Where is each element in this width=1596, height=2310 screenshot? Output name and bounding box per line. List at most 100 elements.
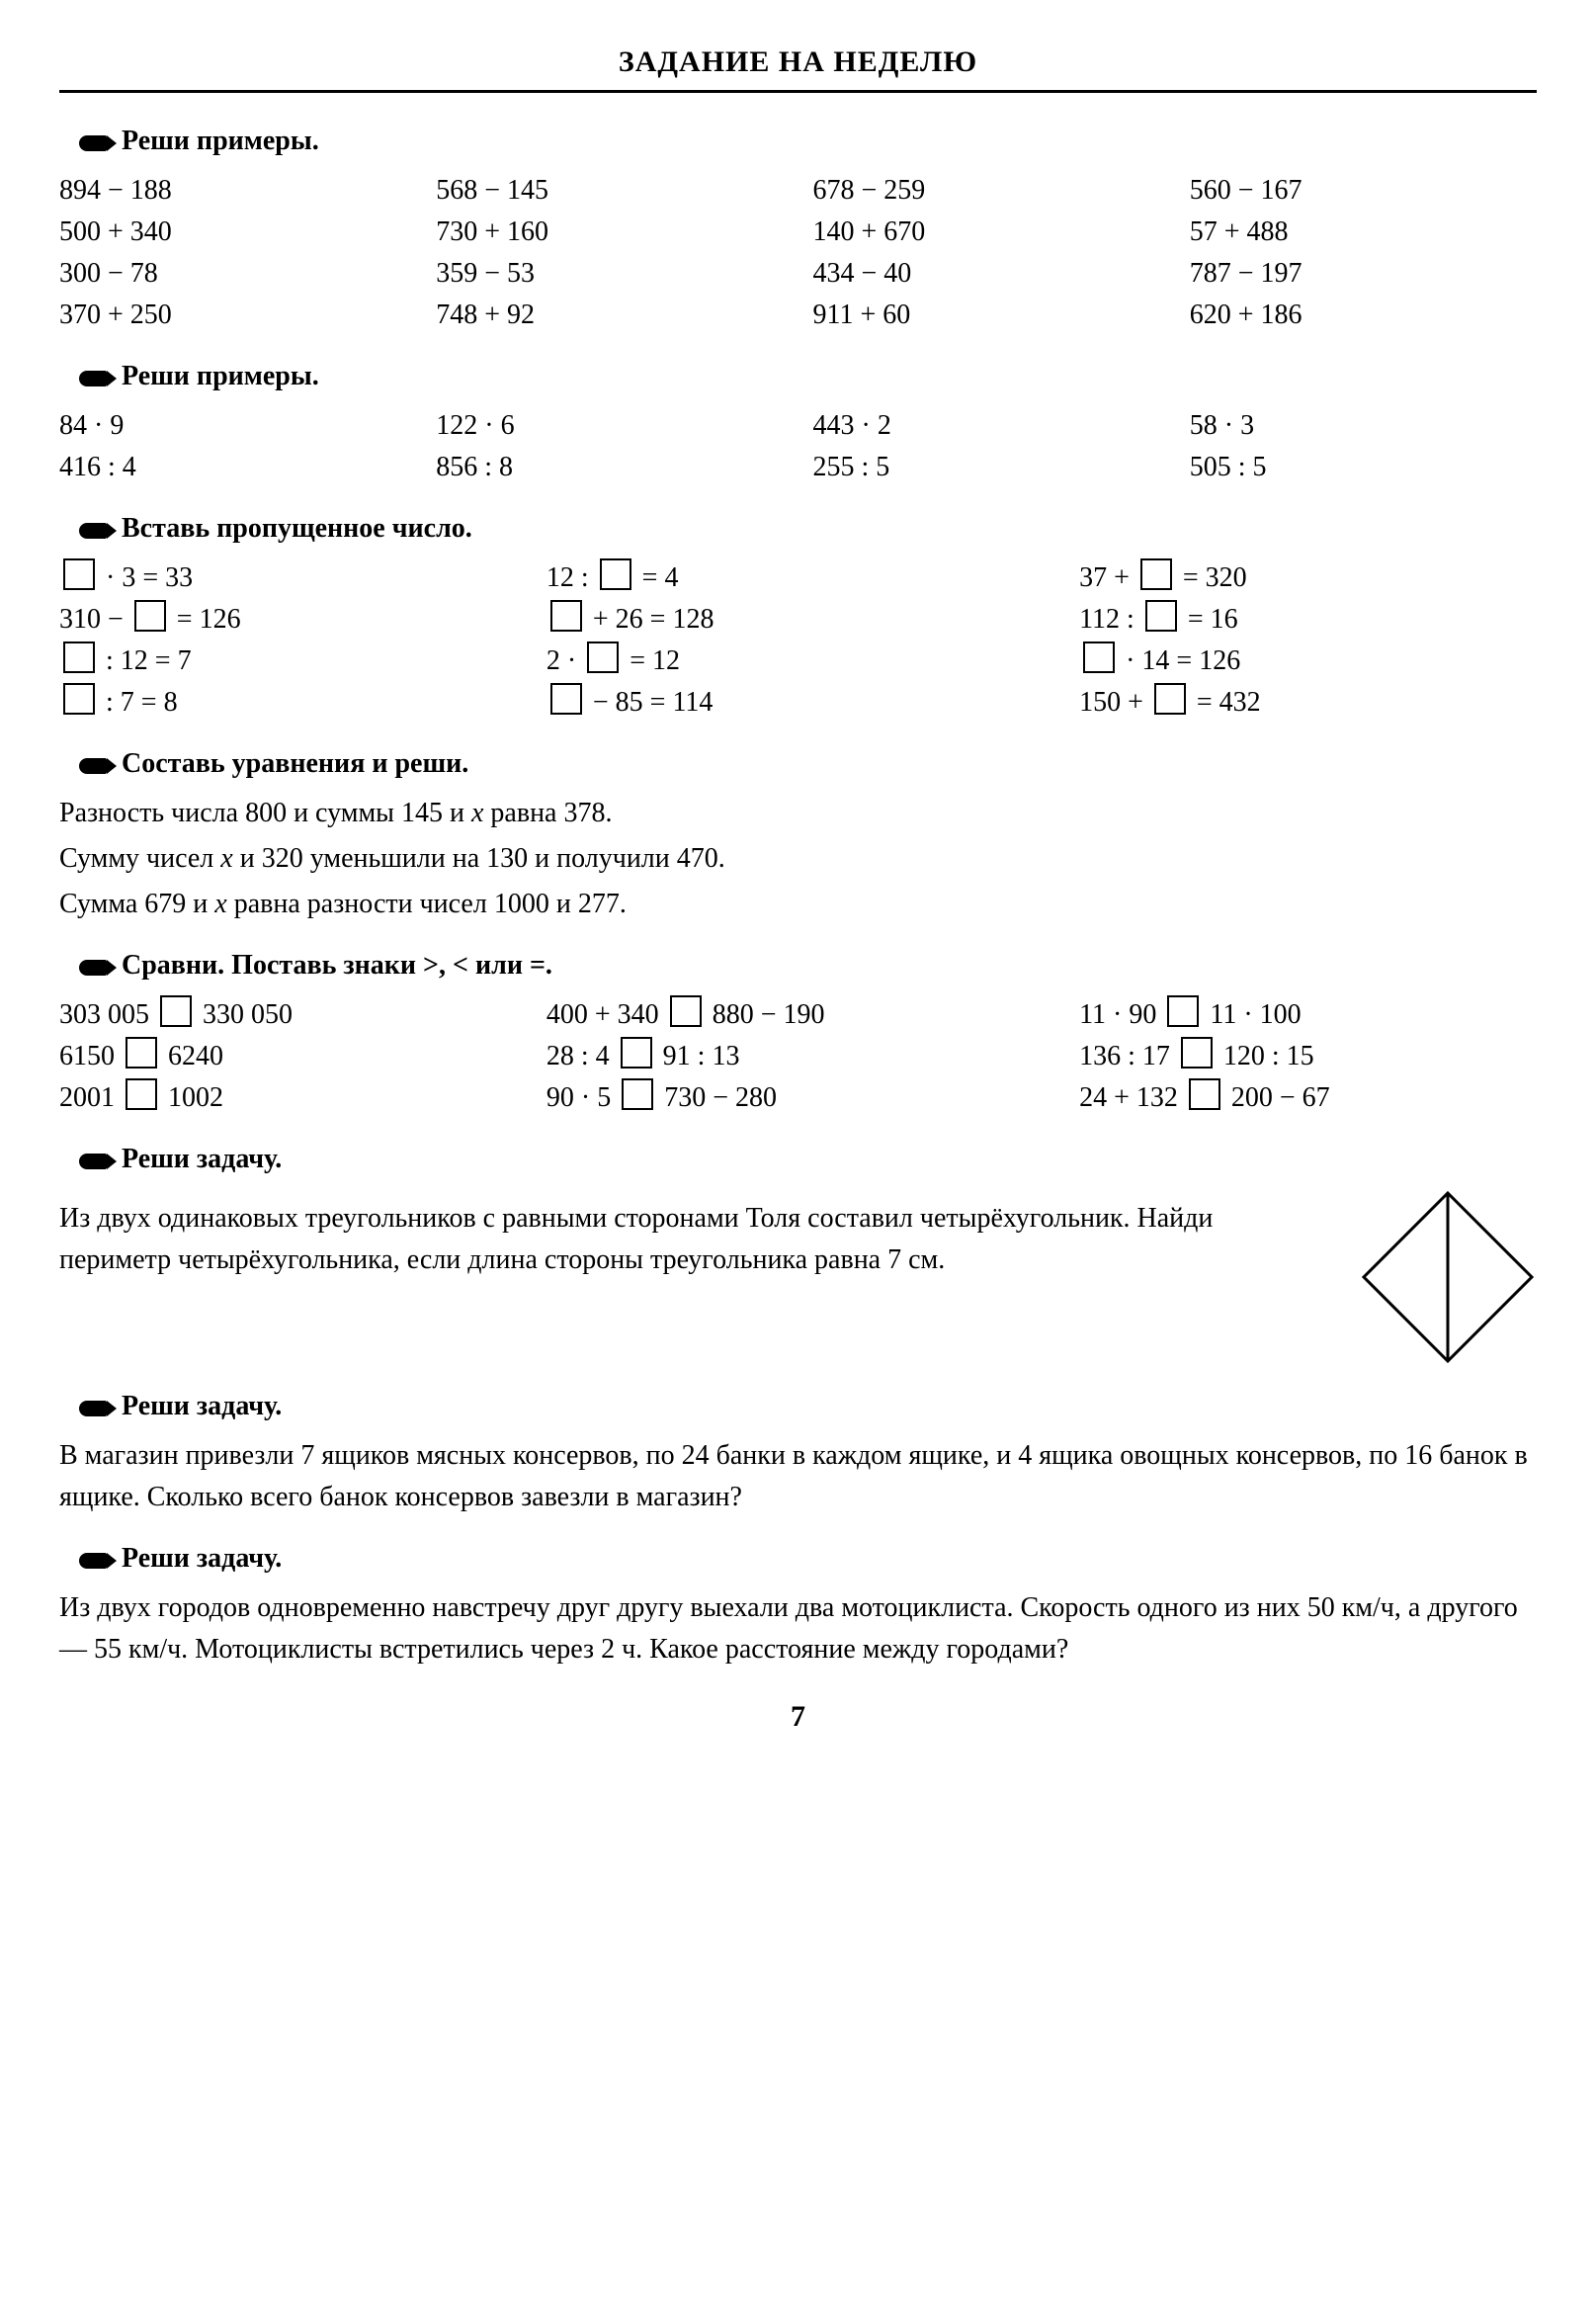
fill-blank-expression: 112 : = 16 [1079,599,1537,641]
pencil-icon [79,758,107,774]
math-expression: 568 − 145 [436,170,783,212]
fill-blank-expression: + 26 = 128 [546,599,1050,641]
equation-sentence: Сумму чисел x и 320 уменьшили на 130 и п… [59,838,1537,880]
pencil-icon [79,1154,107,1169]
section-8-head: Реши задачу. [79,1538,1537,1580]
compare-expression: 303 005 330 050 [59,994,517,1036]
math-expression: 894 − 188 [59,170,406,212]
math-expression: 370 + 250 [59,295,406,336]
blank-box [1083,642,1115,673]
exercise-5-grid: 303 005 330 050 400 + 340 880 − 190 11 · 9… [59,994,1537,1119]
exercise-2-grid: 84 · 9 122 · 6 443 · 2 58 · 3 416 : 4 856 : 8… [59,405,1537,488]
blank-box [126,1037,157,1069]
math-expression: 730 + 160 [436,212,783,253]
math-expression: 416 : 4 [59,447,406,488]
compare-expression: 2001 1002 [59,1077,517,1119]
blank-box [587,642,619,673]
exercise-3-grid: · 3 = 33 12 : = 4 37 + = 320 310 − = 126 + … [59,557,1537,724]
fill-blank-expression: 150 + = 432 [1079,682,1537,724]
exercise-6-wrap: Из двух одинаковых треугольников с равны… [59,1188,1537,1366]
blank-box [1154,683,1186,715]
fill-blank-expression: − 85 = 114 [546,682,1050,724]
pencil-icon [79,371,107,386]
exercise-6-text: Из двух одинаковых треугольников с равны… [59,1198,1329,1281]
section-5-head: Сравни. Поставь знаки >, < или =. [79,945,1537,986]
blank-box [63,683,95,715]
fill-blank-expression: · 14 = 126 [1079,641,1537,682]
compare-expression: 136 : 17 120 : 15 [1079,1036,1537,1077]
blank-box [1181,1037,1213,1069]
math-expression: 57 + 488 [1190,212,1537,253]
page-number: 7 [59,1694,1537,1739]
math-expression: 620 + 186 [1190,295,1537,336]
math-expression: 748 + 92 [436,295,783,336]
math-expression: 443 · 2 [813,405,1160,447]
blank-box [63,558,95,590]
math-expression: 560 − 167 [1190,170,1537,212]
math-expression: 300 − 78 [59,253,406,295]
section-3-title: Вставь пропущенное число. [122,513,472,544]
blank-box [550,683,582,715]
section-2-head: Реши примеры. [79,356,1537,397]
section-3-head: Вставь пропущенное число. [79,508,1537,550]
blank-box [670,995,702,1027]
blank-box [1140,558,1172,590]
math-expression: 500 + 340 [59,212,406,253]
math-expression: 58 · 3 [1190,405,1537,447]
math-expression: 255 : 5 [813,447,1160,488]
exercise-8-text: Из двух городов одновременно навстречу д… [59,1587,1537,1670]
section-4-head: Составь уравнения и реши. [79,743,1537,785]
blank-box [160,995,192,1027]
blank-box [126,1078,157,1110]
diamond-figure [1359,1188,1537,1366]
math-expression: 911 + 60 [813,295,1160,336]
fill-blank-expression: · 3 = 33 [59,557,517,599]
math-expression: 140 + 670 [813,212,1160,253]
math-expression: 434 − 40 [813,253,1160,295]
fill-blank-expression: 12 : = 4 [546,557,1050,599]
pencil-icon [79,960,107,976]
compare-expression: 24 + 132 200 − 67 [1079,1077,1537,1119]
exercise-1-grid: 894 − 188 568 − 145 678 − 259 560 − 167 500 … [59,170,1537,336]
exercise-4-text: Разность числа 800 и суммы 145 и x равна… [59,793,1537,925]
section-5-title: Сравни. Поставь знаки >, < или =. [122,950,552,981]
fill-blank-expression: : 7 = 8 [59,682,517,724]
compare-expression: 90 · 5 730 − 280 [546,1077,1050,1119]
math-expression: 122 · 6 [436,405,783,447]
compare-expression: 28 : 4 91 : 13 [546,1036,1050,1077]
section-4-title: Составь уравнения и реши. [122,748,468,779]
fill-blank-expression: 310 − = 126 [59,599,517,641]
equation-sentence: Разность числа 800 и суммы 145 и x равна… [59,793,1537,834]
fill-blank-expression: 37 + = 320 [1079,557,1537,599]
math-expression: 678 − 259 [813,170,1160,212]
section-1-head: Реши примеры. [79,121,1537,162]
page-title: ЗАДАНИЕ НА НЕДЕЛЮ [59,40,1537,93]
fill-blank-expression: : 12 = 7 [59,641,517,682]
blank-box [134,600,166,632]
compare-expression: 400 + 340 880 − 190 [546,994,1050,1036]
section-1-title: Реши примеры. [122,126,319,156]
compare-expression: 11 · 90 11 · 100 [1079,994,1537,1036]
math-expression: 359 − 53 [436,253,783,295]
fill-blank-expression: 2 · = 12 [546,641,1050,682]
pencil-icon [79,135,107,151]
blank-box [1145,600,1177,632]
pencil-icon [79,523,107,539]
pencil-icon [79,1401,107,1416]
blank-box [63,642,95,673]
math-expression: 84 · 9 [59,405,406,447]
math-expression: 787 − 197 [1190,253,1537,295]
section-6-title: Реши задачу. [122,1144,282,1174]
section-8-title: Реши задачу. [122,1543,282,1574]
exercise-7-text: В магазин привезли 7 ящиков мясных консе… [59,1435,1537,1518]
section-7-head: Реши задачу. [79,1386,1537,1427]
equation-sentence: Сумма 679 и x равна разности чисел 1000 … [59,884,1537,925]
blank-box [550,600,582,632]
math-expression: 856 : 8 [436,447,783,488]
blank-box [621,1037,652,1069]
blank-box [600,558,631,590]
pencil-icon [79,1553,107,1569]
section-2-title: Реши примеры. [122,361,319,391]
blank-box [1189,1078,1220,1110]
math-expression: 505 : 5 [1190,447,1537,488]
